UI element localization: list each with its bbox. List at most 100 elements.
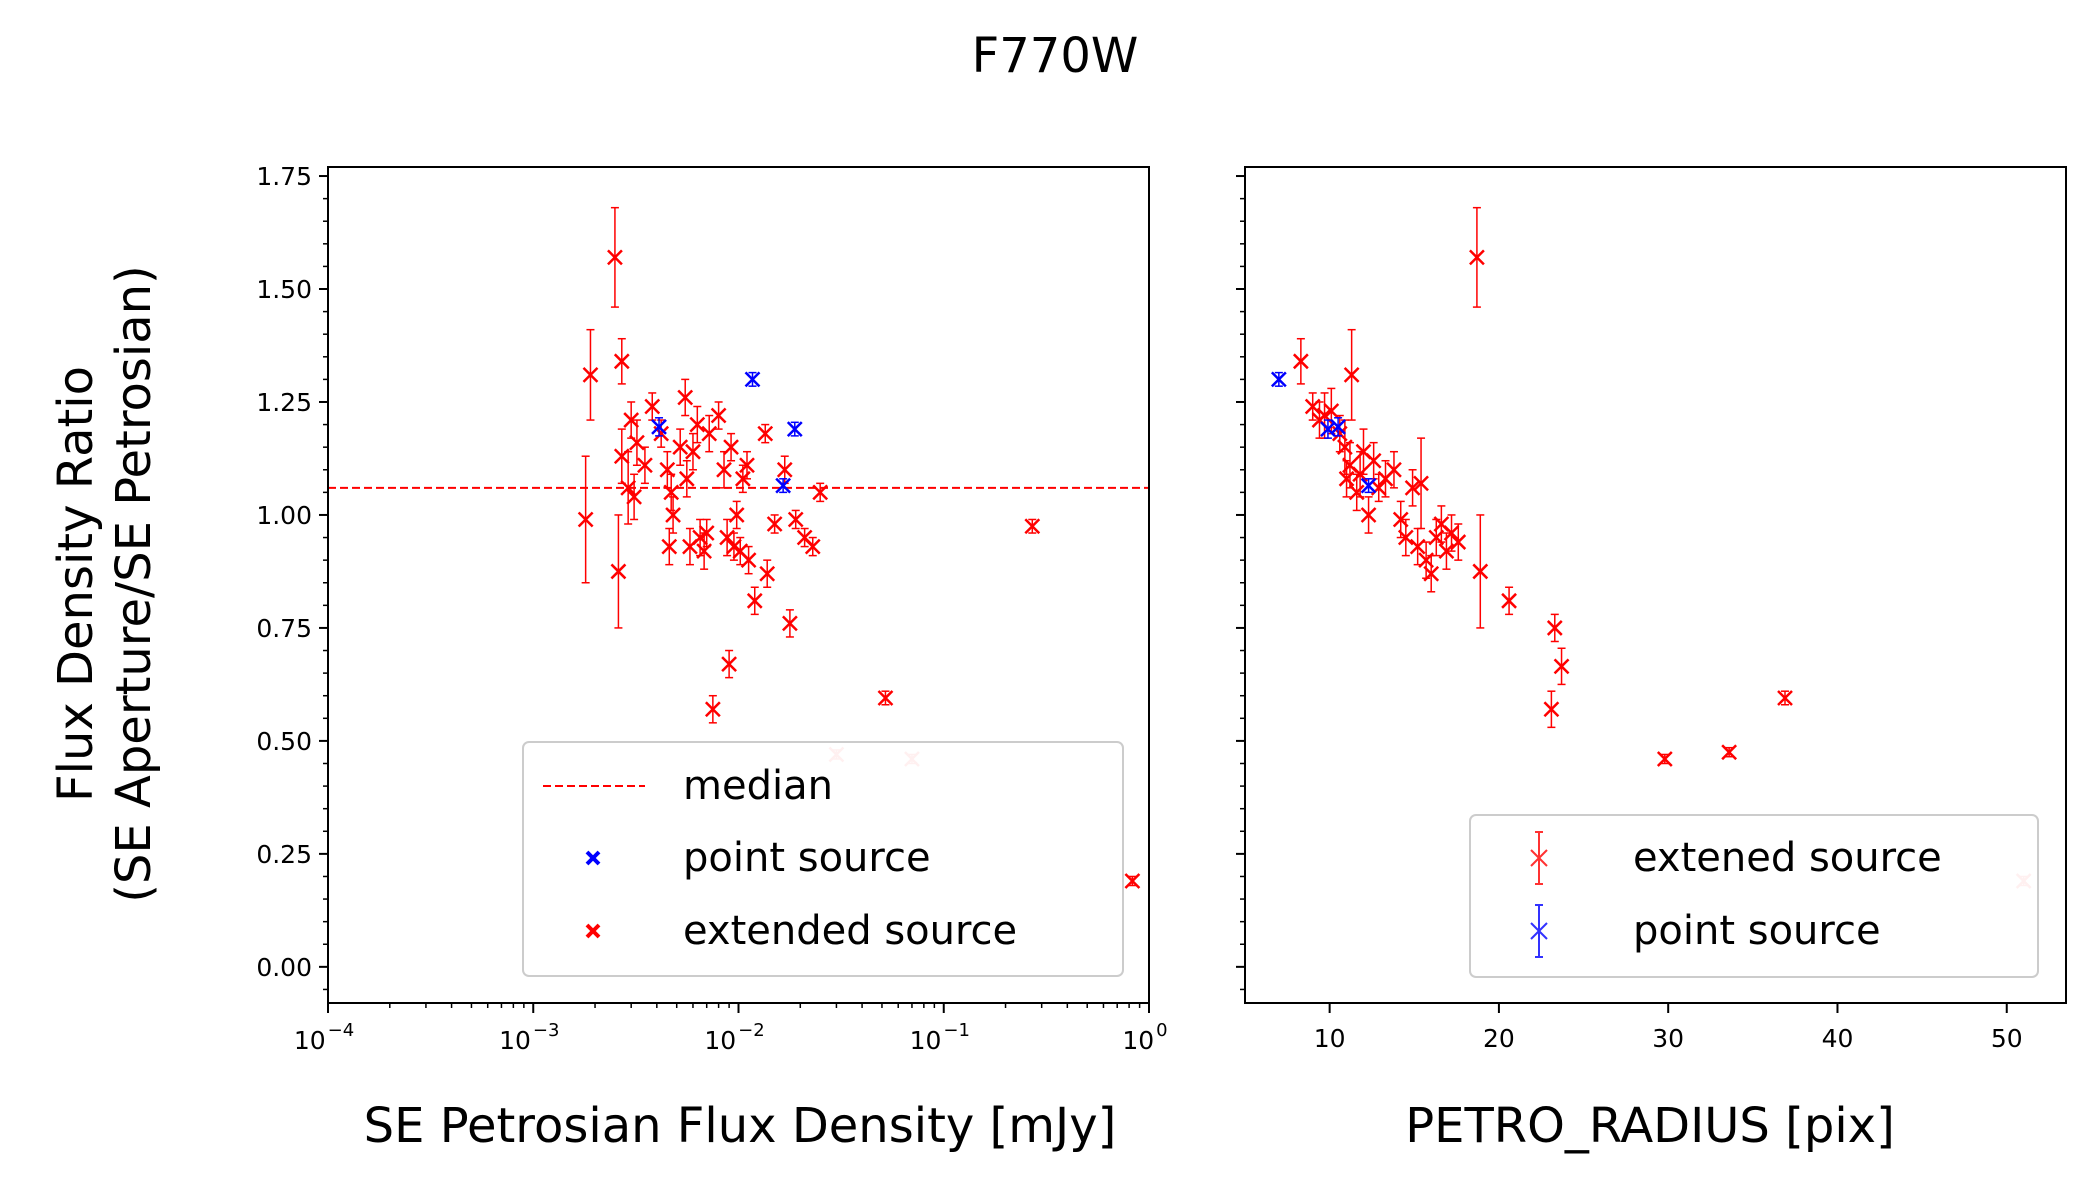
data-point	[1423, 554, 1440, 593]
data-point	[1397, 518, 1414, 557]
right-data-marks	[1270, 206, 2032, 889]
data-point	[1270, 371, 1287, 388]
data-point	[739, 450, 755, 480]
x-tick-label: 10	[1314, 1024, 1346, 1053]
data-point	[610, 514, 627, 629]
data-point	[710, 401, 727, 430]
data-point	[663, 473, 680, 512]
data-point	[1501, 586, 1517, 616]
data-point	[804, 536, 821, 557]
data-point	[665, 496, 681, 534]
left-x-ticks: 10 −4 10 −3 10 −2 10 −1 10 0	[294, 1003, 1168, 1055]
data-point	[701, 414, 718, 453]
data-point	[786, 421, 803, 437]
data-point	[682, 527, 698, 566]
x-tick-label: 20	[1483, 1024, 1515, 1053]
legend-point-swatch	[585, 850, 601, 866]
data-point	[613, 428, 630, 485]
x-tick-label: 10 −2	[704, 1020, 764, 1055]
data-point	[704, 694, 721, 724]
y-axis-label-line1: Flux Density Ratio	[48, 366, 104, 802]
data-point	[661, 527, 678, 566]
data-point	[1413, 437, 1429, 530]
data-point	[1443, 514, 1460, 552]
data-point	[677, 378, 694, 417]
left-y-ticks: 0.00 0.25 0.50 0.75 1.00 1.25 1.50 1.75	[256, 162, 328, 991]
left-data-marks	[577, 206, 1141, 889]
data-point	[1124, 873, 1141, 889]
data-point	[757, 423, 774, 444]
x-tick-label: 10 −1	[910, 1020, 970, 1055]
y-tick-label: 1.00	[256, 501, 312, 530]
data-point	[1472, 514, 1489, 629]
data-point	[644, 392, 661, 421]
x-tick-label: 40	[1822, 1024, 1854, 1053]
x-tick-label: 10 −3	[499, 1020, 559, 1055]
data-point	[626, 473, 642, 521]
right-x-axis-label: PETRO_RADIUS [pix]	[1405, 1098, 1895, 1154]
legend-extened-label: extened source	[1633, 835, 1942, 881]
x-tick-label: 50	[1991, 1024, 2023, 1053]
y-axis-label-line2: (SE Aperture/SE Petrosian)	[106, 265, 162, 903]
x-tick-label: 10 0	[1122, 1020, 1167, 1055]
data-point	[577, 455, 594, 584]
data-point	[1330, 417, 1346, 437]
data-point	[678, 459, 695, 498]
data-point	[1469, 206, 1485, 308]
data-point	[651, 417, 667, 437]
legend-point-label-right: point source	[1633, 908, 1881, 954]
data-point	[1386, 450, 1402, 489]
data-point	[1409, 527, 1426, 566]
y-tick-label: 1.50	[256, 275, 312, 304]
data-point	[782, 609, 798, 638]
data-point	[744, 371, 761, 388]
left-plot-frame	[327, 166, 1150, 1004]
data-point	[812, 482, 829, 503]
legend-extended-swatch	[585, 923, 601, 939]
right-y-ticks	[1236, 175, 1245, 991]
x-tick-label: 30	[1652, 1024, 1684, 1053]
y-tick-label: 0.75	[256, 614, 312, 643]
data-point	[775, 477, 792, 494]
data-point	[685, 432, 701, 471]
data-point	[716, 450, 732, 489]
data-point	[1656, 751, 1673, 767]
data-point	[1304, 392, 1321, 421]
data-point	[1721, 744, 1738, 761]
right-plot-frame	[1244, 166, 2067, 1004]
data-point	[1404, 469, 1421, 507]
right-x-ticks: 10 20 30 40 50	[1314, 1003, 2023, 1053]
left-panel: 10 −4 10 −3 10 −2 10 −1 10 0 0.00 0.25 0.50 0.75 1.00…	[48, 162, 1168, 1154]
data-point	[1360, 496, 1377, 534]
data-point	[672, 428, 689, 466]
data-point	[1024, 518, 1041, 535]
figure-title: F770W	[972, 28, 1139, 84]
data-point	[723, 432, 739, 462]
y-tick-label: 0.25	[256, 840, 312, 869]
data-point	[1292, 337, 1309, 385]
data-point	[623, 401, 640, 439]
data-point	[759, 559, 776, 589]
data-point	[629, 419, 645, 466]
legend-extended-label: extended source	[683, 908, 1017, 954]
data-point	[582, 328, 599, 421]
data-point	[787, 509, 804, 530]
data-point	[877, 690, 894, 706]
data-point	[766, 514, 783, 534]
data-point	[746, 586, 763, 616]
legend-extened-swatch	[1530, 831, 1548, 885]
right-panel: 10 20 30 40 50 PETRO_RADIUS [pix] extened so…	[1236, 166, 2067, 1154]
data-point	[728, 500, 745, 530]
legend-point-swatch-right	[1530, 904, 1548, 958]
left-x-axis-label: SE Petrosian Flux Density [mJy]	[364, 1098, 1117, 1154]
data-point	[1450, 523, 1467, 561]
data-point	[637, 446, 653, 485]
legend-point-label: point source	[683, 835, 931, 881]
data-point	[1777, 690, 1793, 706]
y-tick-label: 1.75	[256, 162, 312, 191]
data-point	[740, 545, 757, 575]
data-point	[1543, 690, 1560, 729]
data-point	[1343, 328, 1360, 421]
data-point	[698, 518, 715, 548]
